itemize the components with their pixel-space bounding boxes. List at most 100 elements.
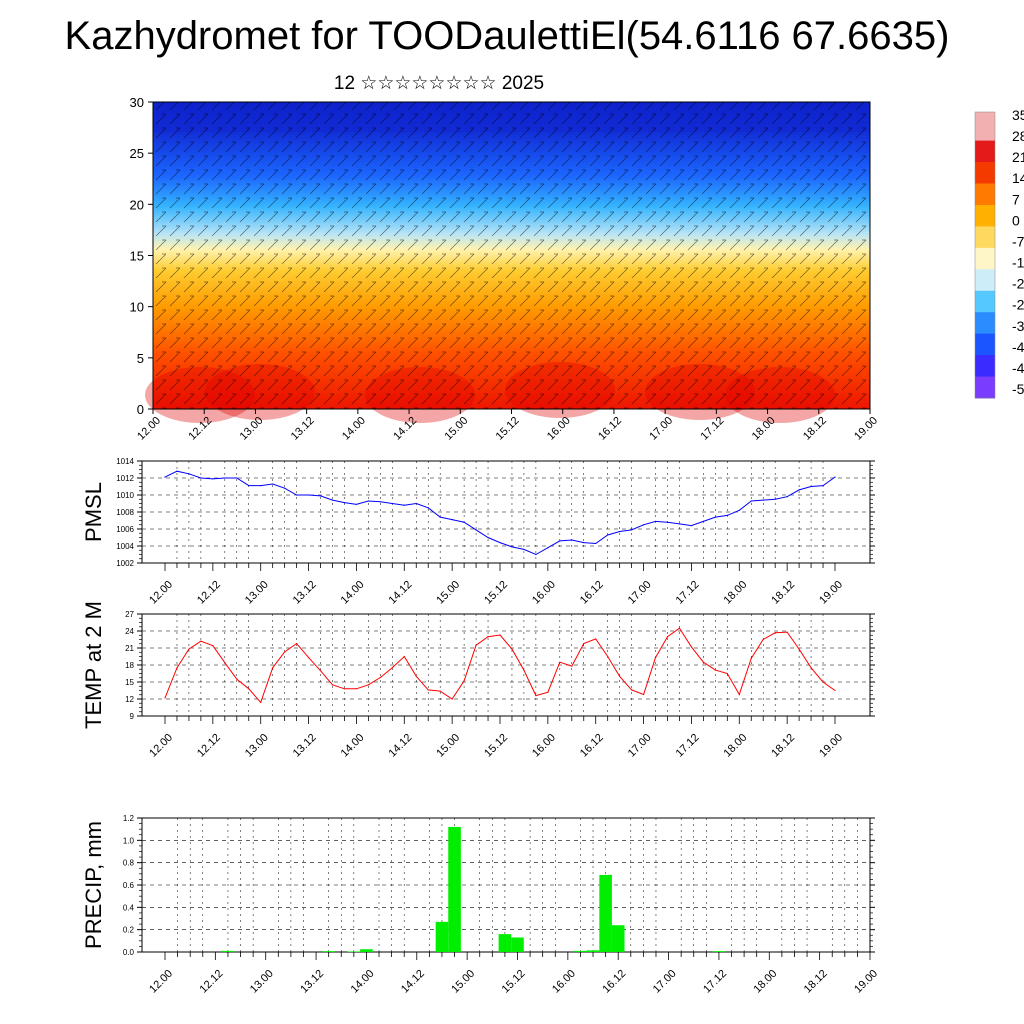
colorbar-segment	[975, 290, 995, 299]
precip-bar	[221, 950, 235, 952]
data-point	[200, 477, 202, 479]
data-point	[798, 489, 800, 491]
colorbar-label: -7	[1012, 233, 1024, 249]
data-point	[666, 636, 669, 638]
x-tick-label: 17.12	[674, 579, 702, 607]
precip-bar	[586, 950, 600, 952]
colorbar-segment	[975, 297, 995, 306]
precip-bar	[347, 951, 361, 952]
data-point	[595, 542, 597, 545]
x-tick-label: 13.00	[243, 579, 271, 607]
precip-bar	[498, 934, 512, 952]
x-tick-label: 15.00	[434, 579, 462, 607]
x-tick-label: 16.00	[530, 579, 558, 607]
data-point	[307, 494, 310, 496]
x-tick-label: 16.12	[578, 732, 606, 760]
data-point	[248, 485, 250, 487]
precip-bar	[448, 826, 461, 952]
colorbar-label: -2	[1012, 297, 1024, 313]
x-tick-label: 13.12	[291, 732, 319, 760]
y-tick-label: 10	[130, 300, 144, 315]
data-point	[547, 547, 549, 549]
data-point	[523, 669, 525, 671]
data-point	[726, 514, 728, 517]
data-point	[343, 688, 346, 690]
data-point	[690, 646, 693, 648]
colorbar-label: -4	[1012, 339, 1024, 355]
x-tick-label: 16.00	[545, 415, 573, 443]
data-point	[702, 661, 704, 663]
data-point	[272, 483, 274, 485]
wind-barbs	[153, 102, 870, 409]
x-tick-label: 15.12	[482, 579, 510, 607]
data-point	[654, 657, 657, 659]
precip-panel: 0.0 0.2 0.4 0.6 0.8 1.0 1.2 12.00 12.12 13.00 13.1…	[81, 814, 880, 996]
x-tick-label: 12.12	[195, 579, 223, 607]
colorbar-label: 21	[1012, 149, 1024, 165]
data-point	[774, 498, 776, 500]
data-point	[583, 642, 585, 645]
colorbar-segment	[975, 247, 995, 256]
x-tick-label: 15.12	[482, 732, 510, 760]
x-tick-label: 14.00	[349, 968, 377, 996]
y-axis-title: PMSL	[81, 482, 106, 542]
pmsl-panel: 1002 1004 1006 1008 1010 1012 1014 12.00 12.12 13…	[81, 457, 875, 607]
y-tick-label: 0.4	[123, 903, 135, 912]
data-point	[236, 477, 238, 479]
y-tick-label: 21	[125, 644, 134, 653]
data-point	[463, 521, 465, 523]
data-point	[535, 695, 537, 697]
colorbar-segment	[975, 190, 995, 199]
colorbar-segment	[975, 362, 995, 370]
data-point	[319, 670, 322, 672]
data-point	[607, 655, 609, 658]
y-tick-label: 0.0	[123, 948, 135, 957]
data-point	[834, 476, 836, 478]
data-point	[822, 681, 824, 683]
data-point	[415, 502, 417, 505]
data-point	[738, 693, 740, 696]
x-tick-label: 12.00	[135, 415, 163, 443]
x-tick-label: 18.00	[751, 968, 779, 996]
data-point	[451, 519, 453, 521]
x-tick-label: 13.12	[298, 968, 326, 996]
data-point	[319, 495, 322, 497]
x-tick-label: 14.00	[339, 732, 367, 760]
data-point	[296, 642, 298, 645]
colorbar-segment	[975, 169, 995, 177]
x-tick-label: 12.00	[147, 579, 175, 607]
data-point	[499, 542, 501, 544]
x-tick-label: 16.12	[596, 415, 624, 443]
x-tick-label: 14.12	[386, 579, 414, 607]
x-tick-label: 16.00	[530, 732, 558, 760]
data-point	[714, 669, 716, 671]
data-point	[750, 657, 752, 659]
data-point	[595, 638, 597, 640]
colorbar-segment	[975, 204, 995, 213]
colorbar-segment	[975, 305, 995, 313]
y-tick-label: 1002	[116, 559, 134, 568]
x-tick-label: 16.12	[600, 968, 628, 996]
data-point	[535, 553, 537, 556]
x-tick-label: 17.12	[674, 732, 702, 760]
x-tick-label: 15.00	[434, 732, 462, 760]
precip-bar	[322, 951, 335, 952]
data-point	[212, 645, 214, 647]
x-tick-label: 12.12	[198, 968, 226, 996]
colorbar-segment	[975, 340, 995, 349]
colorbar-segment	[975, 383, 995, 392]
x-tick-label: 13.12	[289, 415, 317, 443]
data-point	[822, 485, 824, 487]
data-point	[810, 667, 812, 669]
x-tick-label: 18.12	[802, 968, 830, 996]
precip-bar	[599, 874, 612, 952]
x-tick-label: 19.00	[817, 579, 845, 607]
data-point	[236, 678, 238, 680]
data-point	[272, 667, 274, 669]
data-point	[403, 504, 405, 506]
data-point	[451, 698, 453, 700]
y-tick-label: 0.6	[123, 881, 135, 890]
colorbar-segment	[975, 312, 995, 320]
data-point	[403, 655, 405, 658]
